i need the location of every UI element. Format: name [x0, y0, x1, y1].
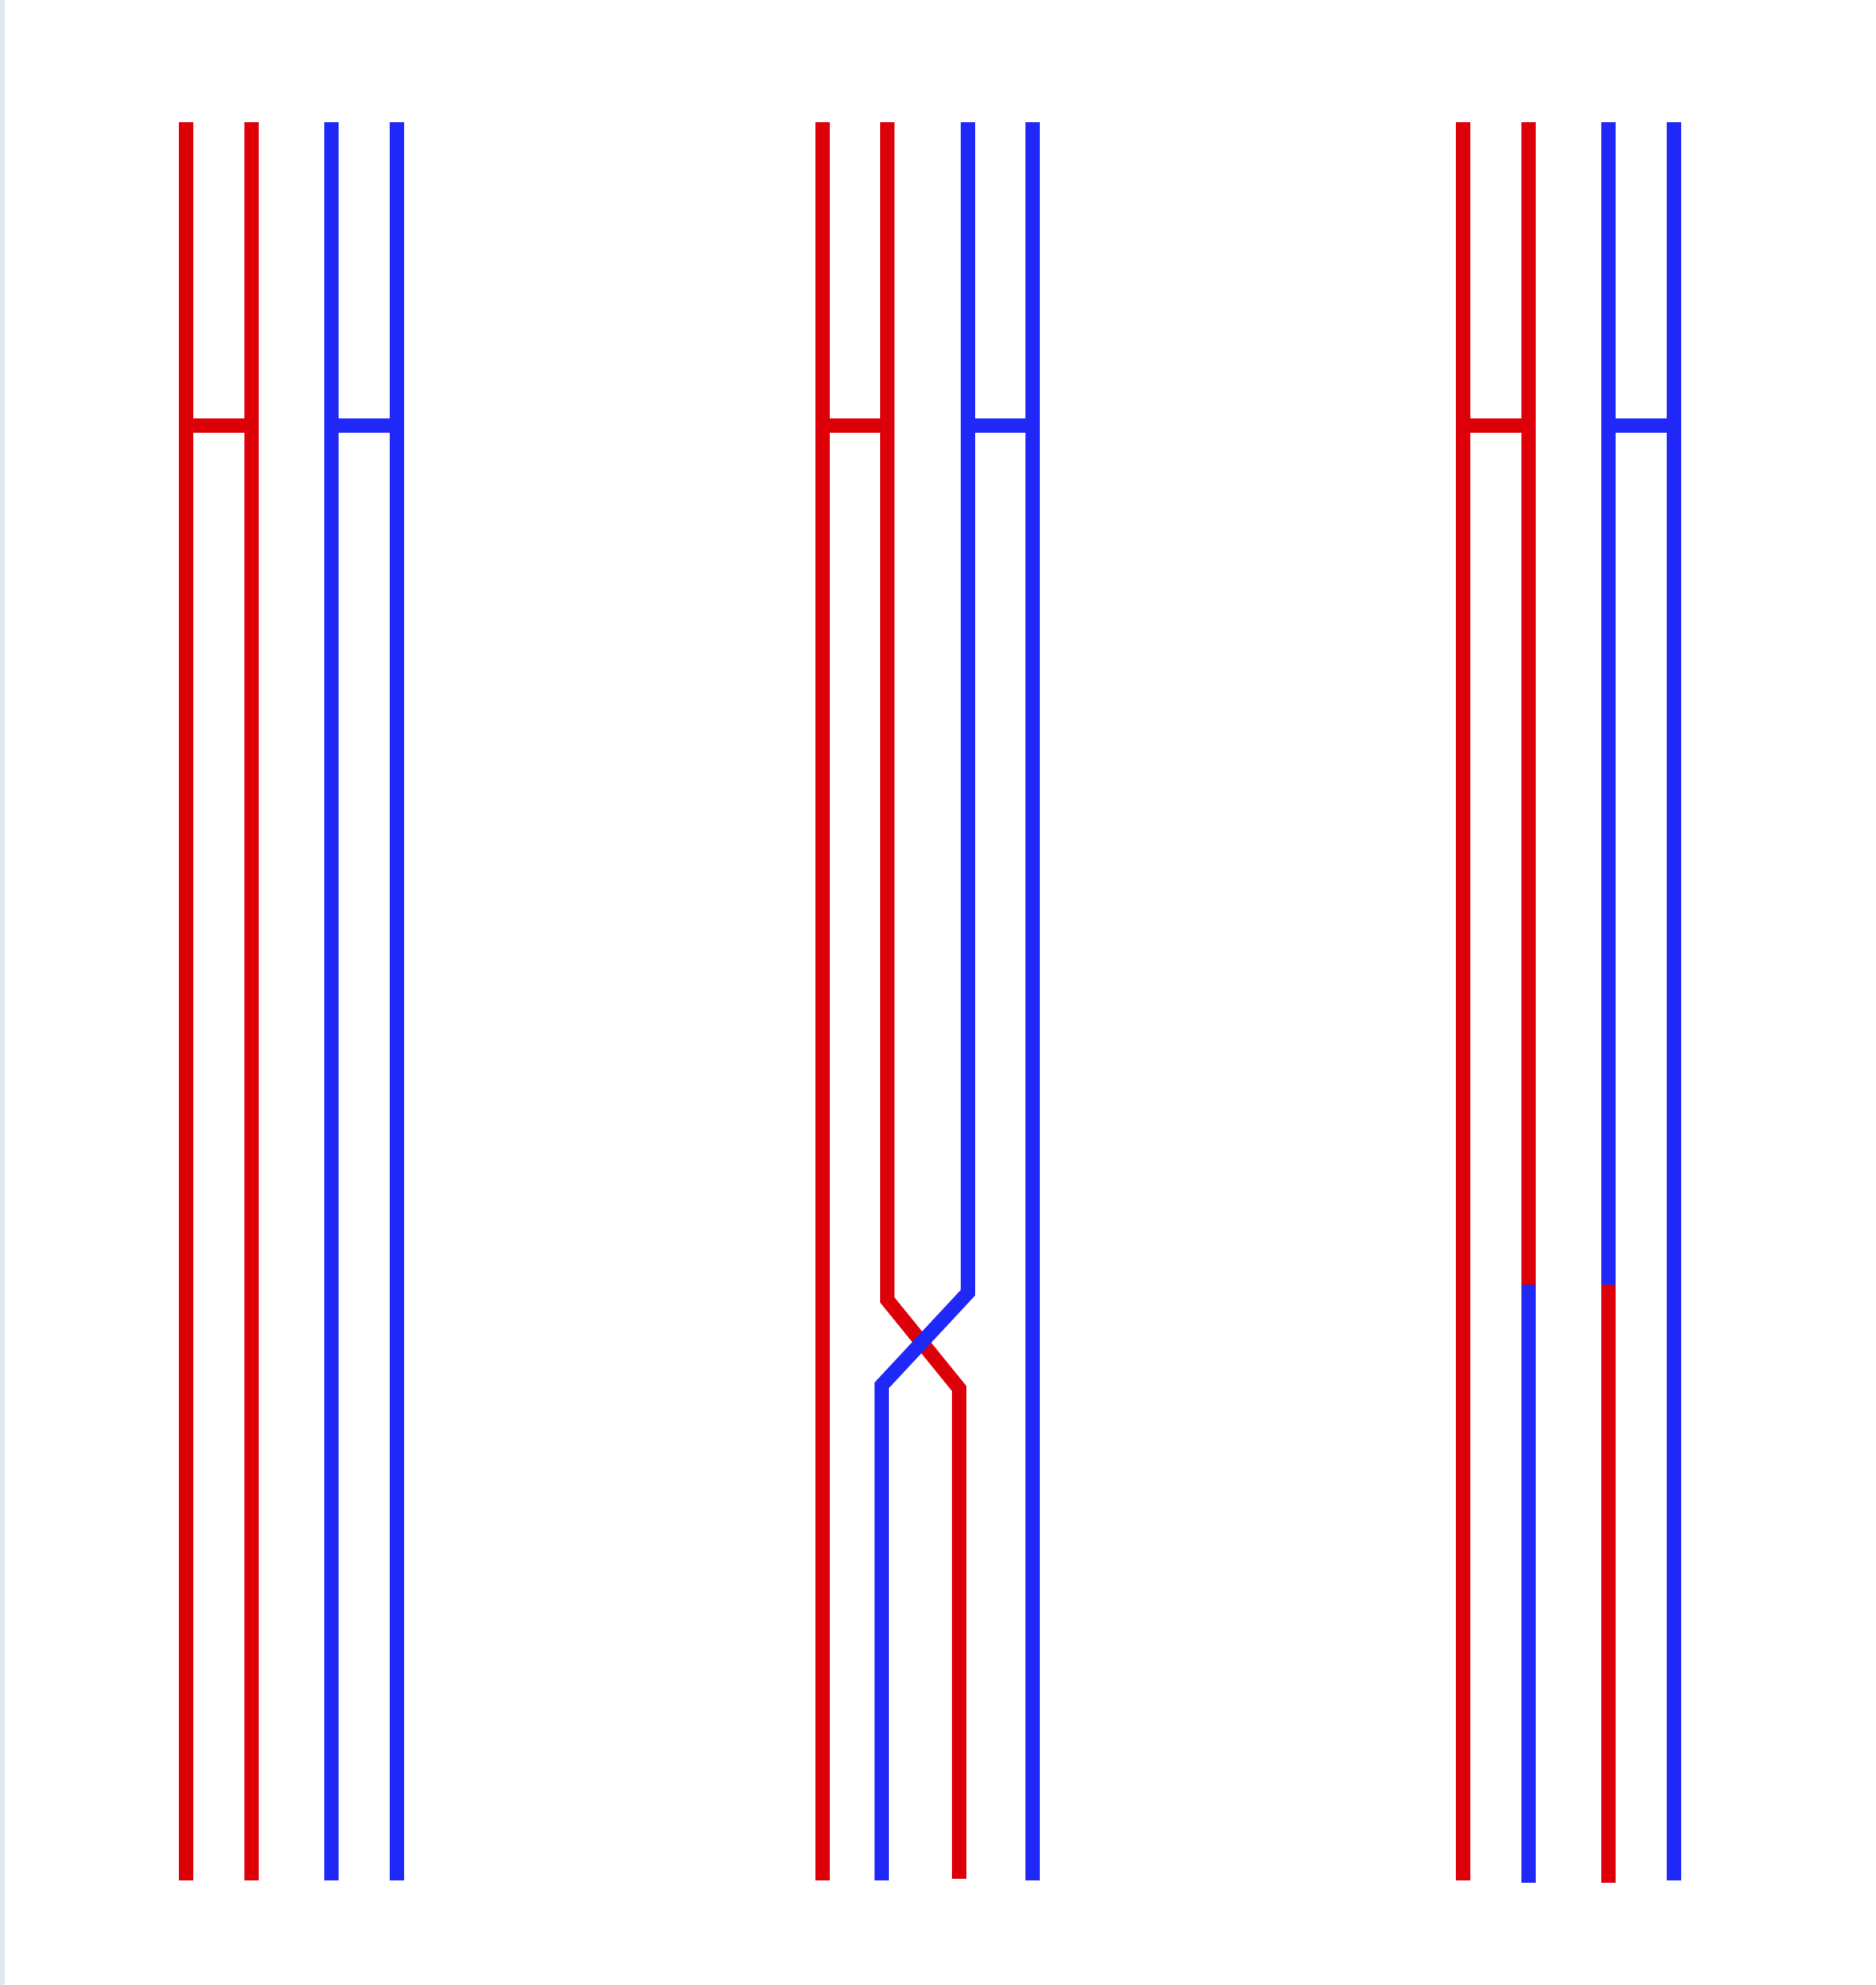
stage-homologous-pair [179, 122, 404, 1880]
paternal-chromosome [324, 122, 404, 1880]
maternal-chromatid-2-crossing [880, 122, 966, 1879]
paternal-chromatid-1-crossing [875, 122, 975, 1880]
stage-recombinant-chromatids [1456, 122, 1681, 1883]
maternal-chromosome [815, 122, 966, 1880]
paternal-chromosome [1601, 122, 1681, 1883]
maternal-chromosome [1456, 122, 1536, 1883]
stage-chiasma-crossing [815, 122, 1040, 1880]
left-edge-border [0, 0, 5, 1985]
paternal-chromosome [875, 122, 1040, 1880]
maternal-chromosome [179, 122, 259, 1880]
